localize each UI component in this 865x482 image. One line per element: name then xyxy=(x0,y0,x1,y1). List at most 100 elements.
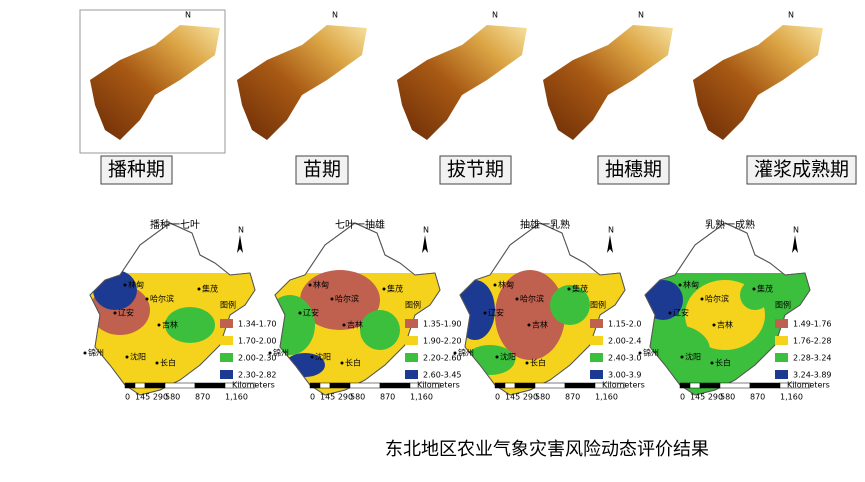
city-dot xyxy=(515,297,519,301)
scale-seg xyxy=(494,382,506,389)
city-label: 辽安 xyxy=(303,308,319,318)
city-label: 长白 xyxy=(345,358,361,368)
legend-swatch xyxy=(220,353,233,362)
scale-seg xyxy=(134,382,146,389)
city-dot xyxy=(712,323,716,327)
scale-seg xyxy=(319,382,331,389)
legend-swatch xyxy=(590,319,603,328)
panel-title: 播种一七叶 xyxy=(150,218,200,231)
city-dot xyxy=(495,355,499,359)
legend-swatch xyxy=(405,319,418,328)
north-label: N xyxy=(492,11,498,20)
city-label: 长白 xyxy=(160,358,176,368)
legend-label: 2.40-3.0 xyxy=(608,354,641,363)
city-dot xyxy=(527,323,531,327)
city-label: 集茂 xyxy=(387,284,403,294)
city-dot xyxy=(710,361,714,365)
city-dot xyxy=(298,311,302,315)
city-label: 集茂 xyxy=(757,284,773,294)
legend-label: 2.00-2.30 xyxy=(238,354,277,363)
scale-seg xyxy=(534,382,566,389)
legend-swatch xyxy=(775,336,788,345)
scale-label: 870 xyxy=(750,393,765,402)
scale-label: 1,160 xyxy=(780,393,803,402)
zone xyxy=(165,307,215,343)
scale-label: 145 290 xyxy=(505,393,538,402)
city-label: 吉林 xyxy=(717,320,733,330)
city-dot xyxy=(382,287,386,291)
stage-label: 抽穗期 xyxy=(605,159,662,181)
scale-unit: Kilometers xyxy=(787,381,830,390)
legend-label: 2.28-3.24 xyxy=(793,354,832,363)
scale-label: 870 xyxy=(565,393,580,402)
north-arrow xyxy=(792,235,798,253)
zone xyxy=(93,270,137,310)
city-label: 沈阳 xyxy=(315,352,331,362)
city-dot xyxy=(668,311,672,315)
city-dot xyxy=(145,297,149,301)
legend-swatch xyxy=(405,353,418,362)
north-arrow xyxy=(422,235,428,253)
scale-unit: Kilometers xyxy=(417,381,460,390)
city-label: 长白 xyxy=(715,358,731,368)
scale-seg xyxy=(224,382,256,389)
scale-seg xyxy=(514,382,536,389)
city-dot xyxy=(453,351,457,355)
north-arrow xyxy=(237,235,243,253)
scale-label: 580 xyxy=(535,393,550,402)
scale-seg xyxy=(749,382,781,389)
north-label: N xyxy=(185,11,191,20)
legend-swatch xyxy=(590,353,603,362)
legend-title: 图例 xyxy=(220,300,236,310)
city-dot xyxy=(125,355,129,359)
scale-label: 0 xyxy=(495,393,500,402)
city-label: 锦州 xyxy=(643,348,659,358)
stage-box xyxy=(597,155,670,185)
legend-swatch xyxy=(775,319,788,328)
scale-label: 1,160 xyxy=(225,393,248,402)
scale-label: 0 xyxy=(310,393,315,402)
legend-label: 1.76-2.28 xyxy=(793,337,832,346)
north-arrow xyxy=(607,235,613,253)
stage-box xyxy=(746,155,857,185)
city-label: 锦州 xyxy=(273,348,289,358)
city-dot xyxy=(155,361,159,365)
legend-swatch xyxy=(220,319,233,328)
panel-title: 七叶一抽雄 xyxy=(335,218,385,231)
north-label: N xyxy=(238,226,244,235)
city-label: 林甸 xyxy=(683,280,699,290)
city-dot xyxy=(493,283,497,287)
panel-title: 抽雄一乳熟 xyxy=(520,218,570,231)
scale-seg xyxy=(699,382,721,389)
city-dot xyxy=(483,311,487,315)
scale-label: 0 xyxy=(125,393,130,402)
city-dot xyxy=(340,361,344,365)
legend-label: 1.34-1.70 xyxy=(238,320,277,329)
city-dot xyxy=(567,287,571,291)
legend-label: 3.24-3.89 xyxy=(793,371,832,380)
city-label: 哈尔滨 xyxy=(335,294,359,304)
north-label: N xyxy=(638,11,644,20)
legend-swatch xyxy=(405,336,418,345)
zone xyxy=(360,310,400,350)
city-label: 锦州 xyxy=(458,348,474,358)
legend-label: 1.15-2.0 xyxy=(608,320,641,329)
city-dot xyxy=(197,287,201,291)
city-dot xyxy=(680,355,684,359)
city-dot xyxy=(342,323,346,327)
city-dot xyxy=(83,351,87,355)
scale-seg xyxy=(349,382,381,389)
scale-unit: Kilometers xyxy=(602,381,645,390)
city-label: 林甸 xyxy=(128,280,144,290)
scale-unit: Kilometers xyxy=(232,381,275,390)
city-dot xyxy=(308,283,312,287)
city-label: 沈阳 xyxy=(685,352,701,362)
legend-label: 1.49-1.76 xyxy=(793,320,832,329)
scale-label: 0 xyxy=(680,393,685,402)
city-dot xyxy=(525,361,529,365)
scale-label: 580 xyxy=(165,393,180,402)
scale-seg xyxy=(164,382,196,389)
